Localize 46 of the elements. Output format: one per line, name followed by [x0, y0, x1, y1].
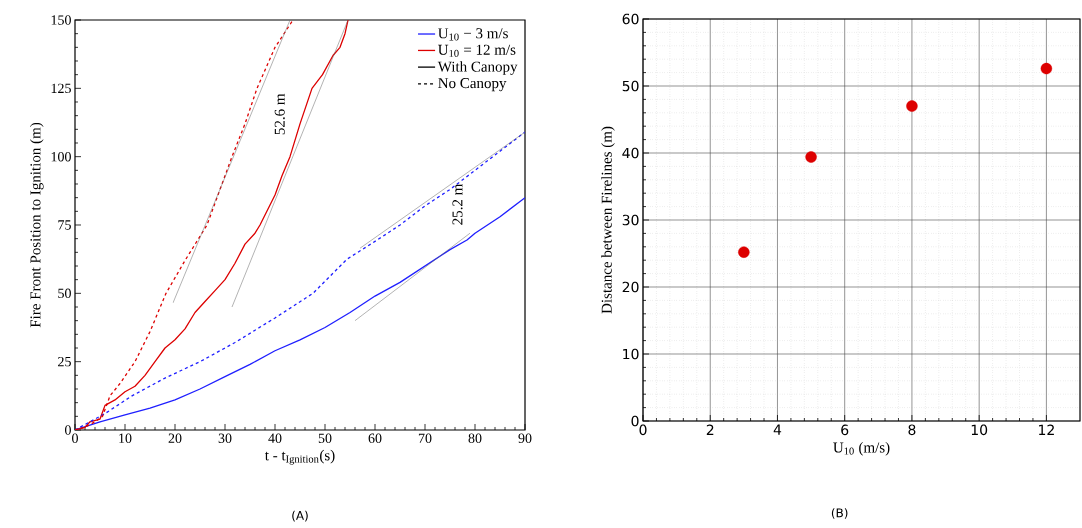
y-tick-label: 75 — [58, 220, 71, 230]
text: (B) — [831, 508, 848, 519]
y-tick-label: 125 — [51, 83, 71, 94]
y-tick-label: 50 — [58, 288, 71, 299]
x-tick-label: 90 — [518, 433, 532, 443]
y-tick-label: 50 — [622, 80, 639, 92]
y-tick-label: 10 — [623, 348, 639, 360]
y-tick-label: 30 — [622, 214, 639, 226]
y-tick-label: 60 — [622, 13, 639, 25]
x-tick-label: 30 — [218, 433, 232, 443]
x-tick-label: 0 — [72, 433, 78, 443]
legend-label: U$_{10}$ = 12 m/s — [438, 44, 516, 57]
point — [738, 246, 750, 258]
x-tick-label: 40 — [268, 433, 282, 443]
point — [805, 151, 817, 163]
legend-label: With Canopy — [437, 61, 518, 75]
y-axis-title: Distance between Firelines (m) — [601, 126, 615, 314]
x-tick-label: 12 — [1039, 424, 1054, 435]
point — [1040, 62, 1053, 75]
x-tick-label: 10 — [971, 424, 988, 436]
y-tick-label: 100 — [51, 151, 71, 162]
x-tick-label: 0 — [639, 424, 647, 436]
x-tick-label: 70 — [418, 433, 432, 443]
x-tick-label: 6 — [841, 424, 849, 436]
y-tick-label: 40 — [622, 147, 639, 159]
x-axis-title: t - t$_{Ignition}$(s) — [264, 449, 335, 465]
y-tick-label: 20 — [622, 281, 639, 293]
y-axis-title: Fire Front Position to Ignition (m) — [29, 122, 44, 328]
x-tick-label: 2 — [706, 424, 714, 435]
annotation: 52.6 m — [274, 93, 285, 135]
x-tick-label: 8 — [908, 424, 916, 436]
x-axis-title: U$_{10}$ (m/s) — [833, 442, 890, 456]
point — [906, 100, 918, 112]
x-tick-label: 10 — [119, 433, 132, 443]
legend-label: No Canopy — [438, 78, 507, 92]
y-tick-label: 25 — [58, 356, 71, 367]
y-tick-label: 150 — [51, 15, 71, 25]
y-tick-label: 0 — [631, 415, 639, 427]
x-tick-label: 60 — [368, 433, 382, 443]
text: (A) — [292, 510, 308, 522]
x-tick-label: 50 — [318, 433, 332, 443]
x-tick-label: 4 — [773, 424, 782, 435]
x-tick-label: 80 — [468, 433, 482, 443]
x-tick-label: 20 — [168, 433, 182, 443]
legend-label: U$_{10}$ − 3 m/s — [438, 28, 508, 41]
annotation: 25.2 m — [452, 183, 463, 225]
